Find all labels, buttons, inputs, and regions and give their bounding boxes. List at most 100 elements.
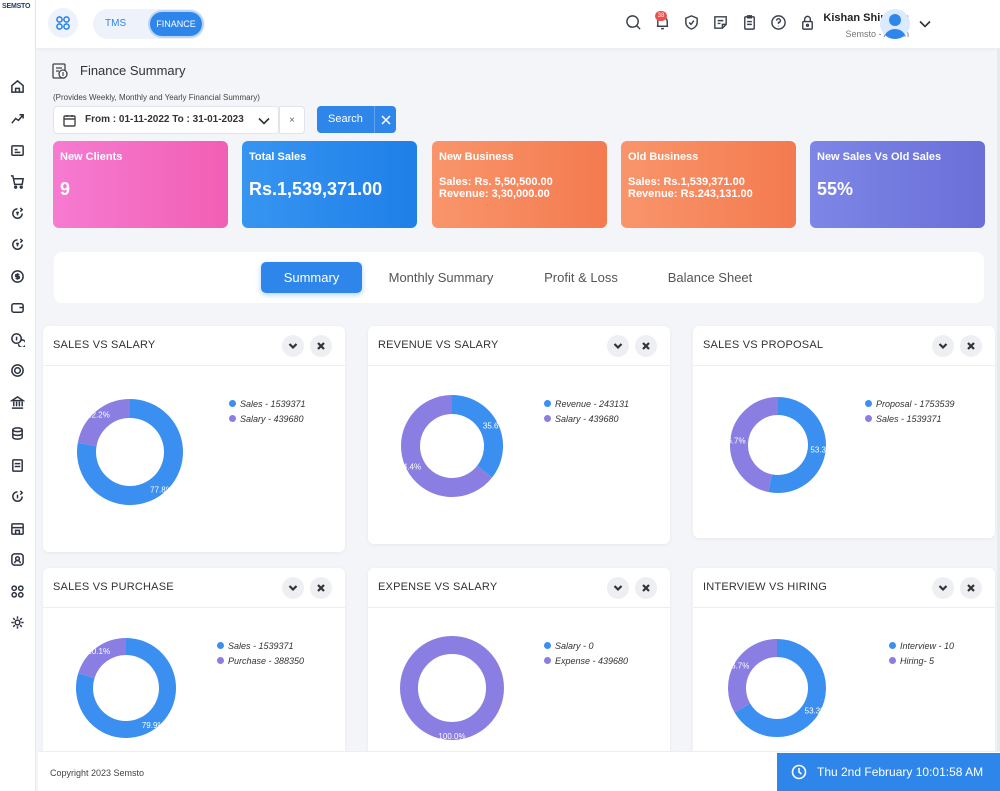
legend-item[interactable]: Hiring- 5 <box>889 653 954 668</box>
grid-icon <box>56 16 70 30</box>
donut-chart[interactable]: 53.3% 46.7% <box>693 366 873 538</box>
close-button[interactable] <box>310 335 332 357</box>
close-button[interactable] <box>960 577 982 599</box>
document-icon[interactable] <box>9 457 25 473</box>
kpi-title: New Business <box>439 151 514 163</box>
tab-profit-loss[interactable]: Profit & Loss <box>544 270 618 285</box>
close-button[interactable] <box>310 577 332 599</box>
home-icon[interactable] <box>9 78 25 94</box>
user-card-icon[interactable] <box>9 551 25 567</box>
dollar-icon[interactable] <box>9 268 25 284</box>
legend-dot <box>544 415 551 422</box>
database-icon[interactable] <box>9 425 25 441</box>
close-button[interactable] <box>960 335 982 357</box>
lock-icon[interactable] <box>798 12 816 32</box>
chart-card: EXPENSE VS SALARY 100.0% Salary - 0 Expense… <box>368 568 670 768</box>
collapse-button[interactable] <box>932 335 954 357</box>
tab-monthly-summary[interactable]: Monthly Summary <box>388 270 494 285</box>
wallet-icon[interactable] <box>9 299 25 315</box>
legend-item[interactable]: Revenue - 243131 <box>544 396 629 411</box>
cart-icon[interactable] <box>9 173 25 189</box>
legend-item[interactable]: Interview - 10 <box>889 638 954 653</box>
donut-chart[interactable]: 79.9% 20.1% <box>43 608 223 768</box>
collapse-button[interactable] <box>282 335 304 357</box>
coin-stack-icon[interactable] <box>9 362 25 378</box>
tab-finance[interactable]: FINANCE <box>150 12 202 36</box>
legend-item[interactable]: Proposal - 1753539 <box>865 396 955 411</box>
legend-label: Sales - 1539371 <box>240 398 306 409</box>
collapse-button[interactable] <box>607 335 629 357</box>
legend-label: Salary - 439680 <box>555 413 619 424</box>
collapse-button[interactable] <box>607 577 629 599</box>
legend-item[interactable]: Sales - 1539371 <box>865 411 955 426</box>
kpi-value: Rs.1,539,371.00 <box>249 179 383 199</box>
donut-slice[interactable] <box>77 399 131 447</box>
search-button[interactable]: Search <box>317 106 396 133</box>
donut-chart[interactable]: 35.6% 64.4% <box>368 366 548 544</box>
refund-icon[interactable] <box>9 488 25 504</box>
avatar[interactable] <box>880 9 910 39</box>
close-button[interactable] <box>635 335 657 357</box>
page-subtitle: (Provides Weekly, Monthly and Yearly Fin… <box>53 93 260 102</box>
collapse-button[interactable] <box>282 577 304 599</box>
tab-tms[interactable]: TMS <box>105 18 127 29</box>
legend-item[interactable]: Purchase - 388350 <box>217 653 304 668</box>
note-icon[interactable] <box>711 12 729 32</box>
finance-report-icon <box>52 63 68 79</box>
tab-summary[interactable]: Summary <box>261 262 362 293</box>
legend-item[interactable]: Expense - 439680 <box>544 653 628 668</box>
tab-balance-sheet[interactable]: Balance Sheet <box>667 270 753 285</box>
settings-icon[interactable] <box>9 614 25 630</box>
legend-item[interactable]: Salary - 439680 <box>544 411 629 426</box>
clear-date-button[interactable]: × <box>279 106 305 134</box>
donut-slice[interactable] <box>76 638 176 738</box>
search-icon[interactable] <box>624 12 642 32</box>
donut-slice[interactable] <box>78 638 127 679</box>
kpi-new-business: New Business Sales: Rs. 5,50,500.00 Reve… <box>432 141 607 228</box>
trend-icon[interactable] <box>9 110 25 126</box>
donut-slice[interactable] <box>400 636 504 740</box>
legend-item[interactable]: Salary - 439680 <box>229 411 306 426</box>
close-icon[interactable] <box>374 106 396 133</box>
donut-slice[interactable] <box>768 397 826 493</box>
money-return-icon[interactable] <box>9 236 25 252</box>
bank-icon[interactable] <box>9 394 25 410</box>
scrollbar[interactable] <box>997 48 1000 753</box>
legend-item[interactable]: Sales - 1539371 <box>229 396 306 411</box>
kpi-new-clients: New Clients 9 <box>53 141 228 228</box>
legend-dot <box>229 400 236 407</box>
coins-icon[interactable] <box>9 331 25 347</box>
donut-chart[interactable]: 77.8% 22.2% <box>43 366 223 552</box>
date-range-picker[interactable]: From : 01-11-2022 To : 31-01-2023 <box>53 106 279 134</box>
collapse-button[interactable] <box>932 577 954 599</box>
donut-slice[interactable] <box>734 639 826 737</box>
store-icon[interactable] <box>9 520 25 536</box>
close-button[interactable] <box>635 577 657 599</box>
donut-slice[interactable] <box>730 397 779 492</box>
card-header: SALES VS PROPOSAL <box>693 326 995 366</box>
donut-slice[interactable] <box>77 399 183 505</box>
app-grid-button[interactable] <box>48 8 78 38</box>
chart-card: SALES VS SALARY 77.8% 22.2% Sales - 1539371… <box>43 326 345 552</box>
donut-chart[interactable]: 100.0% <box>368 608 548 768</box>
apps-icon[interactable] <box>9 583 25 599</box>
chevron-down-icon <box>258 117 270 125</box>
card-title: SALES VS PROPOSAL <box>703 339 824 351</box>
donut-slice[interactable] <box>728 639 778 713</box>
chevron-down-icon[interactable] <box>918 17 932 31</box>
donut-chart[interactable]: 53.3% 46.7% <box>693 608 873 768</box>
clipboard-icon[interactable] <box>740 12 758 32</box>
help-icon[interactable] <box>769 12 787 32</box>
id-card-icon[interactable] <box>9 142 25 158</box>
money-cycle-icon[interactable] <box>9 205 25 221</box>
donut-slice[interactable] <box>401 395 493 497</box>
legend-item[interactable]: Salary - 0 <box>544 638 628 653</box>
brand-logo[interactable]: SEMSTO <box>2 3 31 10</box>
shield-icon[interactable] <box>682 12 700 32</box>
legend-item[interactable]: Sales - 1539371 <box>217 638 304 653</box>
chart-legend: Interview - 10 Hiring- 5 <box>889 638 954 668</box>
clock-icon <box>791 764 807 780</box>
donut-slice[interactable] <box>451 395 503 478</box>
legend-label: Revenue - 243131 <box>555 398 630 409</box>
slice-label: 46.7% <box>727 662 750 671</box>
